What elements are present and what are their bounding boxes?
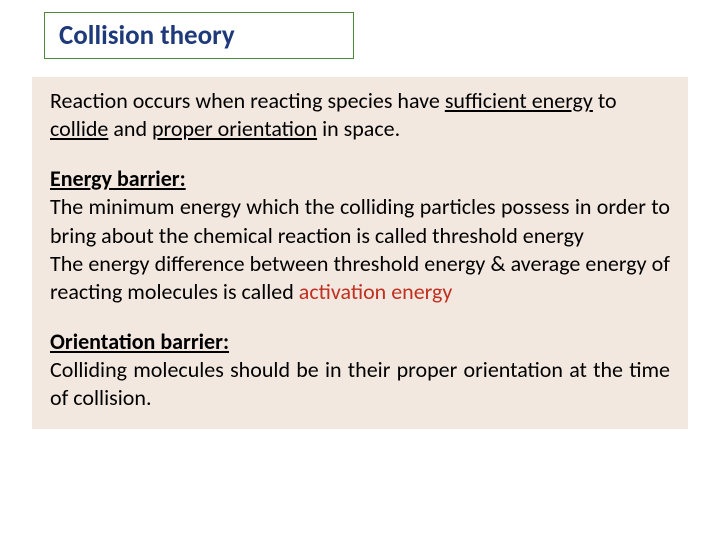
content-box: Reaction occurs when reacting species ha… <box>32 77 688 429</box>
orientation-barrier-paragraph: Orientation barrier: Colliding molecules… <box>50 328 670 412</box>
text-underline: sufficient energy <box>445 87 593 114</box>
text: The minimum energy which the colliding p… <box>50 193 670 248</box>
text: in space. <box>317 115 400 142</box>
slide: Collision theory Reaction occurs when re… <box>0 0 720 540</box>
energy-barrier-paragraph: Energy barrier: The minimum energy which… <box>50 165 670 306</box>
text-underline: proper orientation <box>152 115 317 142</box>
title-container: Collision theory <box>44 12 354 59</box>
subheading: Orientation barrier: <box>50 328 229 355</box>
text: to <box>593 87 617 114</box>
intro-paragraph: Reaction occurs when reacting species ha… <box>50 87 670 143</box>
text: Reaction occurs when reacting species ha… <box>50 87 445 114</box>
text: Colliding molecules should be in their p… <box>50 356 670 411</box>
text-highlight: activation energy <box>299 278 453 305</box>
slide-title: Collision theory <box>59 19 339 52</box>
text: and <box>108 115 152 142</box>
subheading: Energy barrier: <box>50 165 186 192</box>
text-underline: collide <box>50 115 108 142</box>
